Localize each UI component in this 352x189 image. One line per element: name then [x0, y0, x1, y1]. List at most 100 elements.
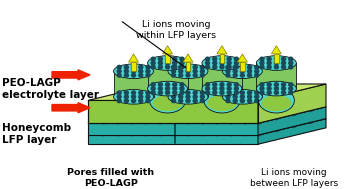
Circle shape [146, 126, 152, 132]
Circle shape [143, 119, 149, 124]
Circle shape [233, 95, 237, 99]
Ellipse shape [222, 90, 262, 104]
Circle shape [234, 65, 238, 69]
Circle shape [259, 126, 265, 132]
Circle shape [248, 122, 254, 127]
Circle shape [220, 87, 224, 90]
Circle shape [294, 118, 299, 123]
Circle shape [172, 130, 177, 136]
Circle shape [220, 91, 224, 94]
Circle shape [171, 95, 176, 99]
Circle shape [118, 126, 124, 132]
Circle shape [289, 57, 293, 61]
Circle shape [247, 69, 252, 73]
Circle shape [255, 99, 259, 103]
Circle shape [282, 91, 285, 94]
Circle shape [234, 83, 238, 86]
Circle shape [217, 115, 222, 120]
Circle shape [282, 57, 285, 61]
Circle shape [146, 99, 150, 103]
Polygon shape [163, 46, 172, 54]
Circle shape [165, 65, 170, 69]
Circle shape [124, 65, 128, 69]
Circle shape [124, 69, 128, 73]
Circle shape [206, 83, 209, 86]
Circle shape [163, 110, 169, 115]
Circle shape [267, 83, 271, 86]
Circle shape [257, 119, 262, 124]
Circle shape [193, 74, 197, 77]
Ellipse shape [256, 81, 296, 96]
Circle shape [200, 74, 205, 77]
Circle shape [267, 87, 271, 90]
Circle shape [233, 69, 237, 73]
Polygon shape [220, 54, 224, 63]
Polygon shape [237, 54, 247, 62]
Ellipse shape [202, 81, 242, 96]
Circle shape [175, 115, 180, 120]
Circle shape [180, 83, 184, 86]
Polygon shape [222, 71, 262, 97]
Circle shape [132, 69, 136, 73]
Ellipse shape [114, 90, 153, 104]
Circle shape [206, 122, 211, 127]
Ellipse shape [207, 95, 237, 111]
Polygon shape [256, 63, 296, 89]
Circle shape [151, 61, 155, 65]
Circle shape [226, 95, 230, 99]
Circle shape [226, 65, 230, 69]
Circle shape [267, 65, 271, 69]
Ellipse shape [222, 64, 262, 79]
Circle shape [260, 57, 264, 61]
Circle shape [186, 91, 190, 95]
Circle shape [158, 61, 162, 65]
Circle shape [179, 65, 183, 69]
Circle shape [117, 99, 121, 103]
Circle shape [193, 95, 197, 99]
Polygon shape [186, 62, 190, 71]
Polygon shape [88, 135, 258, 144]
Circle shape [132, 95, 136, 99]
Circle shape [124, 91, 128, 95]
Circle shape [291, 110, 296, 115]
Circle shape [208, 118, 214, 123]
Circle shape [173, 61, 177, 65]
Circle shape [158, 83, 162, 86]
Ellipse shape [258, 88, 294, 113]
Polygon shape [258, 84, 326, 123]
Circle shape [139, 91, 143, 95]
Circle shape [189, 126, 194, 132]
Circle shape [146, 65, 150, 69]
Circle shape [220, 122, 225, 127]
Circle shape [191, 122, 197, 127]
Circle shape [146, 74, 150, 77]
Circle shape [200, 69, 205, 73]
Circle shape [262, 122, 268, 127]
Circle shape [180, 87, 184, 90]
Circle shape [294, 106, 299, 112]
Ellipse shape [261, 95, 291, 111]
Text: Li ions moving
within LFP layers: Li ions moving within LFP layers [136, 20, 216, 40]
Circle shape [233, 65, 237, 69]
Circle shape [234, 61, 238, 65]
Circle shape [200, 99, 205, 103]
Circle shape [186, 99, 190, 103]
Circle shape [282, 61, 285, 65]
Circle shape [274, 126, 279, 132]
Circle shape [226, 74, 230, 77]
Circle shape [124, 74, 128, 77]
Circle shape [213, 65, 217, 69]
Circle shape [166, 106, 171, 112]
Circle shape [274, 91, 278, 94]
Circle shape [200, 119, 206, 124]
Circle shape [194, 118, 200, 123]
Circle shape [143, 130, 149, 136]
Circle shape [240, 69, 244, 73]
Circle shape [186, 119, 191, 124]
Circle shape [289, 61, 293, 65]
Circle shape [149, 110, 155, 115]
Circle shape [289, 87, 293, 90]
Polygon shape [240, 62, 245, 71]
Circle shape [129, 130, 135, 136]
Circle shape [222, 106, 228, 112]
